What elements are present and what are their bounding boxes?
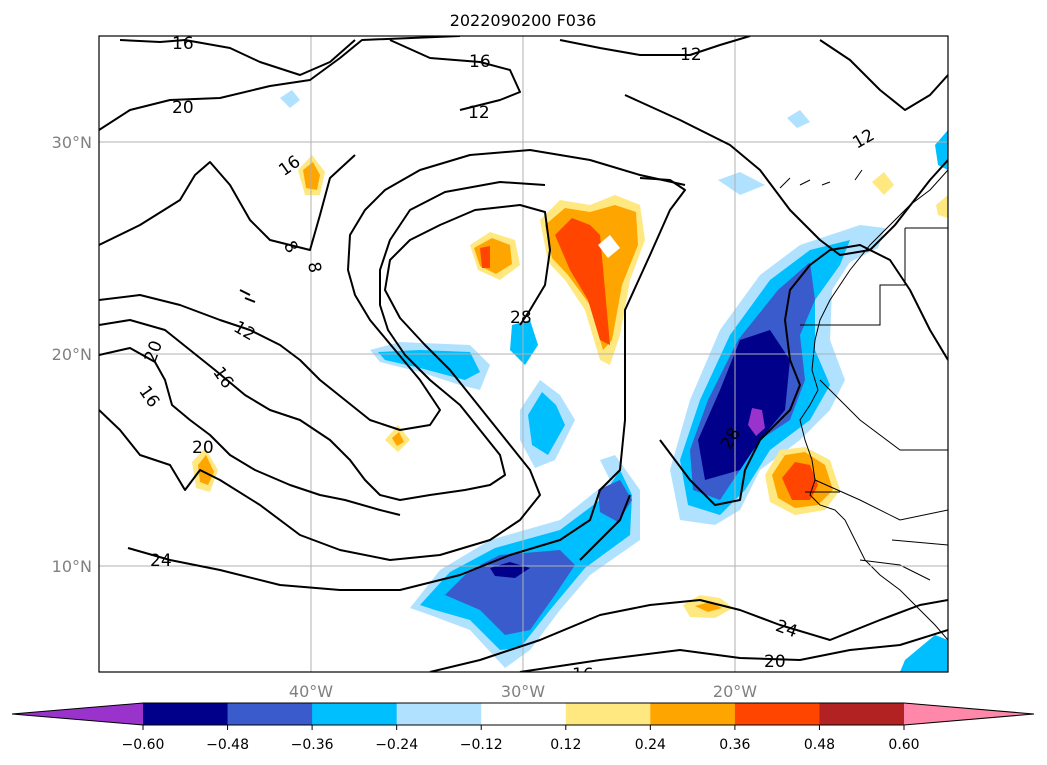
colorbar-segment xyxy=(819,703,905,725)
lon-label: 30°W xyxy=(501,682,545,701)
colorbar-extend-right xyxy=(904,703,1034,725)
contour-label: 28 xyxy=(510,308,532,328)
contour-label: 12 xyxy=(468,103,490,123)
colorbar-tick-label: −0.24 xyxy=(375,737,418,753)
coastlines xyxy=(779,169,948,641)
colorbar-extend-left xyxy=(12,703,143,725)
colorbar-segment xyxy=(650,703,736,725)
lon-label: 20°W xyxy=(713,682,757,701)
lat-labels: 30°N 20°N 10°N xyxy=(52,133,92,576)
colorbar-tick-label: −0.60 xyxy=(122,737,165,753)
colorbar-tick-label: −0.12 xyxy=(460,737,503,753)
contour-label: 20 xyxy=(192,438,214,458)
colorbar-tick-label: 0.60 xyxy=(888,737,919,753)
lat-label: 30°N xyxy=(52,133,92,152)
colorbar-segment xyxy=(312,703,398,725)
colorbar-segment xyxy=(565,703,651,725)
negative-anomaly-coast-4 xyxy=(698,330,790,480)
colorbar-segment xyxy=(734,703,820,725)
colorbar: −0.60 −0.48 −0.36 −0.24 −0.12 0.12 0.24 0.36 0.4… xyxy=(11,702,1035,753)
colorbar-tick-label: 0.36 xyxy=(719,737,750,753)
map-content: 16 16 12 12 20 16 12 8 8 12 16 20 16 28 … xyxy=(99,34,948,685)
colorbar-segment xyxy=(481,703,567,725)
colorbar-tick-label: 0.12 xyxy=(550,737,581,753)
map-frame xyxy=(98,35,949,673)
contour-label: 24 xyxy=(150,551,172,571)
lon-labels: 40°W 30°W 20°W xyxy=(289,682,757,701)
lat-label: 20°N xyxy=(52,345,92,364)
colorbar-tick-label: −0.48 xyxy=(206,737,249,753)
contour-label: 20 xyxy=(172,98,194,118)
contour-label: 12 xyxy=(680,45,702,65)
colorbar-segment xyxy=(227,703,313,725)
colorbar-tick-label: 0.24 xyxy=(635,737,666,753)
lon-label: 40°W xyxy=(289,682,333,701)
contour-label: 20 xyxy=(764,652,786,672)
contour-label: 16 xyxy=(172,34,194,54)
shaded-anomalies xyxy=(192,90,948,672)
gridlines xyxy=(99,36,948,672)
colorbar-segment xyxy=(396,703,482,725)
map-title: 2022090200 F036 xyxy=(450,11,597,30)
lat-label: 10°N xyxy=(52,557,92,576)
colorbar-segment xyxy=(143,703,229,725)
contour-label: 16 xyxy=(572,665,594,685)
colorbar-tick-label: 0.48 xyxy=(804,737,835,753)
contour-label: 8 xyxy=(303,260,325,274)
contour-label: 16 xyxy=(469,52,491,72)
contours xyxy=(99,36,948,672)
colorbar-tick-label: −0.36 xyxy=(291,737,334,753)
